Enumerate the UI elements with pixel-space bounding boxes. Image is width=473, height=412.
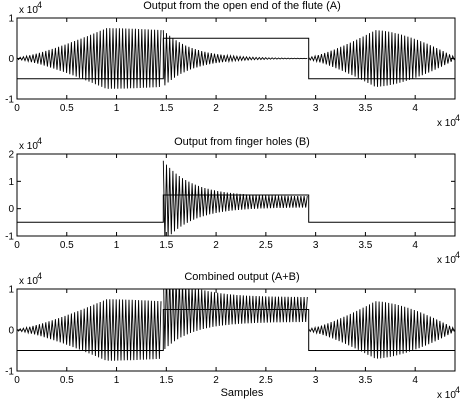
x-tick-label: 1	[114, 375, 120, 386]
x-tick-label: 4	[412, 240, 418, 251]
x-tick-label: 3	[313, 103, 319, 114]
x-tick-label: 3	[313, 240, 319, 251]
y-axis-multiplier: x 10 4	[19, 0, 42, 16]
x-tick-label: 3	[313, 375, 319, 386]
x-multiplier-exponent: 4	[455, 113, 460, 123]
y-tick-label: 0	[8, 54, 14, 65]
y-multiplier-text: x 10	[19, 5, 38, 16]
x-multiplier-text: x 10	[437, 390, 456, 401]
y-multiplier-text: x 10	[19, 276, 38, 287]
x-axis-multiplier: x 10 4	[437, 385, 460, 401]
y-axis-multiplier: x 10 4	[19, 271, 42, 287]
signal-trace-1	[17, 299, 162, 361]
x-tick-label: 0	[14, 240, 20, 251]
signal-trace-3	[308, 301, 455, 359]
x-tick-label: 4	[412, 103, 418, 114]
chart-title: Output from finger holes (B)	[174, 136, 310, 148]
y-tick-label: 0	[8, 204, 14, 215]
y-multiplier-exponent: 4	[37, 136, 42, 146]
x-multiplier-text: x 10	[437, 255, 456, 266]
signal-trace-2	[163, 289, 308, 350]
x-tick-label: 1	[114, 240, 120, 251]
plot-area	[17, 289, 455, 361]
x-multiplier-exponent: 4	[455, 385, 460, 395]
y-tick-label: 2	[8, 150, 14, 161]
x-tick-label: 1	[114, 103, 120, 114]
signal-trace-1	[17, 28, 162, 89]
y-multiplier-text: x 10	[19, 141, 38, 152]
x-tick-label: 3.5	[358, 240, 372, 251]
axes-frame	[16, 153, 456, 237]
x-tick-label: 1.5	[159, 375, 173, 386]
gate-envelope-line	[17, 37, 455, 80]
x-tick-label: 4	[412, 375, 418, 386]
x-tick-label: 2	[213, 240, 219, 251]
x-tick-label: 0	[14, 375, 20, 386]
x-axis-multiplier: x 10 4	[437, 250, 460, 266]
x-tick-label: 2.5	[259, 103, 273, 114]
y-tick-label: 1	[8, 177, 14, 188]
y-axis-multiplier: x 10 4	[19, 136, 42, 152]
x-tick-label: 3.5	[358, 375, 372, 386]
x-tick-label: 2.5	[259, 240, 273, 251]
y-multiplier-exponent: 4	[37, 271, 42, 281]
signal-trace-3	[308, 30, 455, 87]
plot-area	[17, 28, 455, 89]
y-tick-label: 1	[8, 14, 14, 25]
x-tick-label: 0.5	[60, 375, 74, 386]
plot-area	[17, 160, 455, 236]
y-tick-label: 1	[8, 285, 14, 296]
y-tick-label: -1	[5, 232, 14, 243]
x-multiplier-exponent: 4	[455, 250, 460, 260]
x-axis-multiplier: x 10 4	[437, 113, 460, 129]
y-tick-label: -1	[5, 95, 14, 106]
x-multiplier-text: x 10	[437, 118, 456, 129]
x-tick-label: 2.5	[259, 375, 273, 386]
y-tick-label: -1	[5, 367, 14, 378]
signal-trace-1	[162, 160, 308, 236]
y-tick-label: 0	[8, 326, 14, 337]
x-tick-label: 2	[213, 103, 219, 114]
signal-trace-2	[162, 30, 308, 86]
x-tick-label: 0.5	[60, 103, 74, 114]
chart-title: Combined output (A+B)	[184, 271, 299, 283]
x-tick-label: 0.5	[60, 240, 74, 251]
x-tick-label: 1.5	[159, 240, 173, 251]
x-tick-label: 3.5	[358, 103, 372, 114]
chart-title: Output from the open end of the flute (A…	[143, 0, 341, 12]
x-tick-label: 2	[213, 375, 219, 386]
x-axis-label: Samples	[221, 387, 264, 399]
x-tick-label: 0	[14, 103, 20, 114]
gate-envelope-line	[17, 194, 455, 223]
y-multiplier-exponent: 4	[37, 0, 42, 10]
x-tick-label: 1.5	[159, 103, 173, 114]
